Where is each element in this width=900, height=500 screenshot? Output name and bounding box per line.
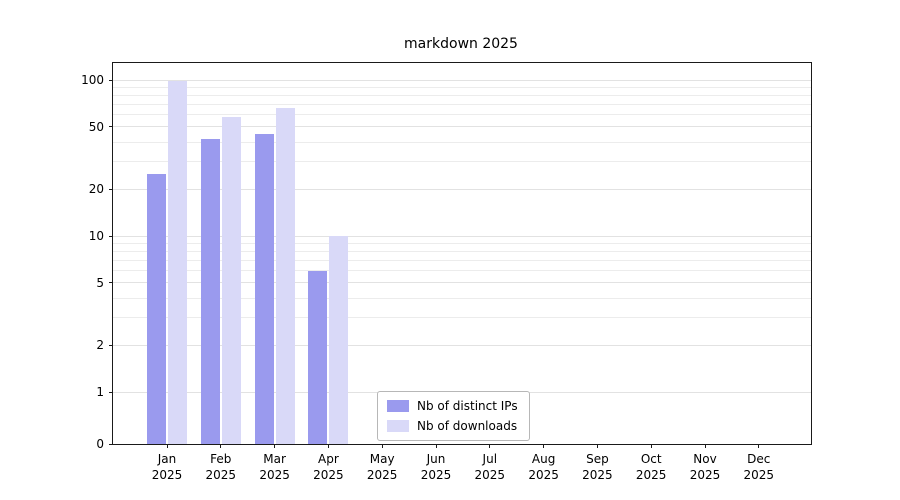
bar-distinct-ips xyxy=(254,134,274,444)
y-tick-mark xyxy=(109,235,113,237)
x-tick-label: Aug 2025 xyxy=(528,452,559,482)
legend-swatch-distinct-ips-icon xyxy=(387,400,409,412)
legend-item: Nb of distinct IPs xyxy=(387,399,518,413)
gridline xyxy=(113,242,811,244)
gridline xyxy=(113,250,811,252)
x-tick-mark xyxy=(166,444,168,448)
legend-item: Nb of downloads xyxy=(387,419,518,433)
gridline xyxy=(113,270,811,272)
x-tick-label: Jan 2025 xyxy=(151,452,183,482)
gridline xyxy=(113,114,811,116)
y-tick-mark xyxy=(109,79,113,81)
x-tick-mark xyxy=(220,444,222,448)
y-tick-label: 2 xyxy=(96,338,104,353)
gridline xyxy=(113,297,811,299)
bar-downloads xyxy=(168,81,187,444)
y-tick-label: 50 xyxy=(88,119,104,134)
legend: Nb of distinct IPs Nb of downloads xyxy=(377,391,530,441)
x-tick-label: Jul 2025 xyxy=(474,452,506,482)
gridline xyxy=(113,344,811,346)
x-tick-mark xyxy=(758,444,760,448)
x-tick-mark xyxy=(650,444,652,448)
bar-downloads xyxy=(221,116,241,444)
x-tick-mark xyxy=(489,444,491,448)
y-tick-mark xyxy=(109,282,113,284)
bar-downloads xyxy=(329,236,349,444)
x-tick-label: Apr 2025 xyxy=(313,452,344,482)
x-tick-label: Mar 2025 xyxy=(259,452,290,482)
x-tick-mark xyxy=(543,444,545,448)
gridline xyxy=(113,94,811,96)
x-tick-mark xyxy=(596,444,598,448)
y-tick-mark xyxy=(109,188,113,190)
gridline xyxy=(113,79,811,81)
x-tick-label: Sep 2025 xyxy=(582,452,613,482)
gridline xyxy=(113,141,811,143)
y-tick-label: 10 xyxy=(88,229,104,243)
legend-label-downloads: Nb of downloads xyxy=(417,419,518,433)
x-tick-mark xyxy=(274,444,276,448)
x-tick-mark xyxy=(327,444,329,448)
x-tick-label: Jun 2025 xyxy=(420,452,452,482)
x-tick-mark xyxy=(435,444,437,448)
gridline xyxy=(113,161,811,163)
x-tick-label: May 2025 xyxy=(366,452,398,482)
y-tick-mark xyxy=(109,391,113,393)
x-tick-mark xyxy=(704,444,706,448)
x-tick-mark xyxy=(381,444,383,448)
gridline xyxy=(113,317,811,319)
legend-label-distinct-ips: Nb of distinct IPs xyxy=(417,399,518,413)
gridline xyxy=(113,259,811,261)
y-tick-label: 20 xyxy=(88,182,104,197)
bar-distinct-ips xyxy=(308,270,328,444)
y-tick-label: 5 xyxy=(96,275,104,290)
x-tick-label: Dec 2025 xyxy=(743,452,775,482)
bar-downloads xyxy=(275,108,295,444)
y-tick-mark xyxy=(109,126,113,128)
y-tick-label: 0 xyxy=(96,437,104,451)
chart-title: markdown 2025 xyxy=(404,36,518,52)
bar-distinct-ips xyxy=(147,173,166,444)
gridline xyxy=(113,235,811,237)
gridline xyxy=(113,86,811,88)
gridline xyxy=(113,188,811,190)
bar-distinct-ips xyxy=(200,138,220,444)
gridline xyxy=(113,103,811,105)
gridline xyxy=(113,282,811,284)
gridline xyxy=(113,126,811,128)
y-tick-label: 1 xyxy=(96,385,104,399)
y-tick-mark xyxy=(109,443,113,445)
x-tick-label: Oct 2025 xyxy=(635,452,667,482)
x-tick-label: Feb 2025 xyxy=(205,452,237,482)
y-tick-mark xyxy=(109,344,113,346)
y-tick-label: 100 xyxy=(81,73,104,87)
legend-swatch-downloads-icon xyxy=(387,420,409,432)
x-tick-label: Nov 2025 xyxy=(689,452,721,482)
plot-area: Nb of distinct IPs Nb of downloads 0 1 2 5 1… xyxy=(81,62,812,482)
